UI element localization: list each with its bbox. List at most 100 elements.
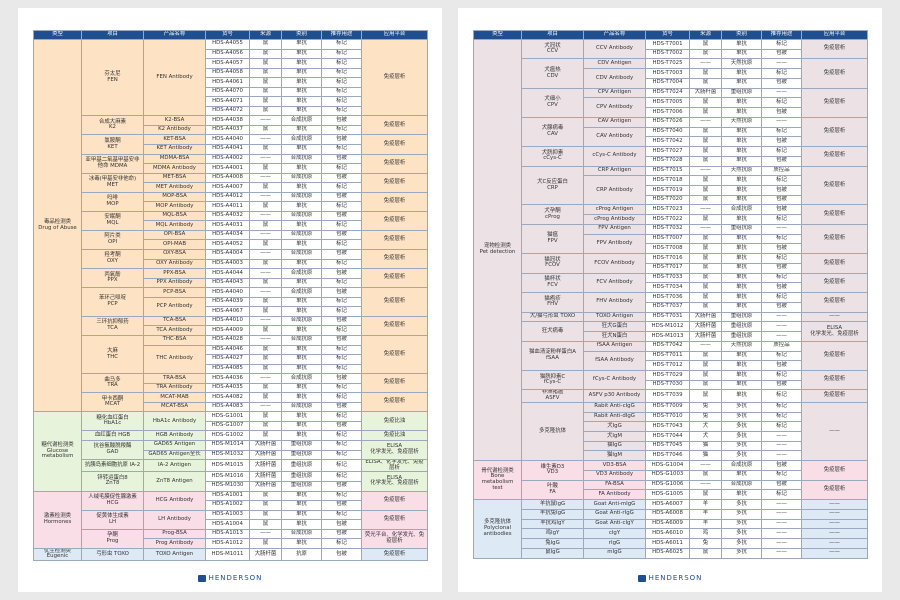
project-cell: 锌转运蛋白8 ZnT8 xyxy=(81,471,144,492)
product-cell: Prog-BSA xyxy=(143,528,206,540)
data-cell: HDS-T7022 xyxy=(645,214,690,225)
product-cell: FA Antibody xyxy=(583,489,646,501)
project-cell: 羊抗鼠IgG xyxy=(521,499,584,510)
data-cell: —— xyxy=(761,116,802,128)
platform-cell: 免疫层析 xyxy=(361,38,428,117)
data-cell: 标记 xyxy=(321,296,362,308)
column-header: 产品名称 xyxy=(583,30,646,40)
data-cell: HDS-A4072 xyxy=(205,105,250,117)
data-cell: 包被 xyxy=(321,172,362,184)
project-cell: 非洲猪瘟 ASFV xyxy=(521,389,584,403)
data-cell: —— xyxy=(761,331,802,342)
data-cell: 鼠 xyxy=(689,77,722,89)
table-row: 骨代谢检测类 Bone metabolism test 维生素D3 VD3 VD3-… xyxy=(473,460,868,501)
data-cell: HDS-T7009 xyxy=(645,401,690,413)
data-cell: —— xyxy=(761,87,802,99)
data-cell: HDS-A4071 xyxy=(205,96,250,107)
data-cell: HDS-T7019 xyxy=(645,185,690,196)
project-cell: 丙氧酚 PPX xyxy=(81,268,144,289)
data-cell: 标记 xyxy=(321,471,362,482)
product-cell: HCG Antibody xyxy=(143,490,206,511)
data-cell: HDS-T7028 xyxy=(645,155,690,167)
table-row: 丙氧酚 PPX PPX-BSA HDS-A4044 —— 合成抗原 包被 免疫层析 xyxy=(34,268,428,289)
data-cell: 鼠 xyxy=(249,430,282,441)
data-cell: 单抗 xyxy=(721,360,762,371)
table-row: HDS-A4057 鼠单抗 标记 xyxy=(34,58,428,69)
data-cell: 包被 xyxy=(321,229,362,241)
data-cell: —— xyxy=(249,268,282,279)
data-cell: 包被 xyxy=(321,480,362,492)
column-header: 应用平台 xyxy=(361,30,428,40)
data-cell: HDS-M1030 xyxy=(205,480,250,492)
product-cell: HGB Antibody xyxy=(143,430,206,441)
data-cell: 兔 xyxy=(689,411,722,423)
platform-cell: 免疫层析 xyxy=(801,340,868,371)
product-table: 类型 项目 产品名称 货号 来源 类别 推荐用途 应用平台 宠物检测类 Pet detectio… xyxy=(473,30,868,559)
data-cell: 单抗 xyxy=(281,490,322,502)
data-cell: 单抗 xyxy=(281,39,322,50)
project-cell: 曲马多 TRA xyxy=(81,373,144,394)
data-cell: 标记 xyxy=(321,144,362,155)
project-cell: 弓形虫 TOXO xyxy=(81,547,144,562)
data-cell: 单抗 xyxy=(281,411,322,422)
data-cell: 包被 xyxy=(321,500,362,511)
data-cell: —— xyxy=(249,229,282,241)
data-cell: 单抗 xyxy=(721,262,762,274)
data-cell: 抗原 xyxy=(281,547,322,562)
data-cell: 鼠 xyxy=(689,146,722,157)
data-cell: 标记 xyxy=(321,538,362,549)
product-cell: FHV Antibody xyxy=(583,292,646,313)
platform-cell: 免疫层析 xyxy=(361,509,428,530)
data-cell: 单抗 xyxy=(281,220,322,231)
data-cell: HDS-A4003 xyxy=(205,258,250,270)
data-cell: 包被 xyxy=(761,136,802,148)
data-cell: HDS-A4034 xyxy=(205,229,250,241)
data-cell: HDS-T7018 xyxy=(645,175,690,187)
data-cell: HDS-T7044 xyxy=(645,430,690,442)
data-cell: 包被 xyxy=(321,315,362,327)
data-cell: 多抗 xyxy=(721,421,762,432)
data-cell: HDS-T7010 xyxy=(645,411,690,423)
data-cell: 包被 xyxy=(761,379,802,391)
product-cell: VD3-BSA xyxy=(583,460,646,471)
data-cell: HDS-A4004 xyxy=(205,249,250,260)
data-cell: 包被 xyxy=(321,420,362,432)
data-cell: 兔 xyxy=(689,538,722,549)
table-row: 犬瘟热 CDV CDV Antigen HDS-T7025 —— 天然抗原 —— 免疫层析 xyxy=(474,58,868,89)
data-cell: 单抗 xyxy=(721,77,762,89)
column-header: 项目 xyxy=(81,30,144,40)
platform-cell: 免疫层析 xyxy=(361,191,428,212)
data-cell: HDS-T7016 xyxy=(645,253,690,264)
data-cell: —— xyxy=(761,508,802,520)
project-cell: 苯环己哌啶 PCP xyxy=(81,287,144,317)
brand-name: HENDERSON xyxy=(648,574,703,582)
data-cell: —— xyxy=(249,172,282,184)
data-cell: 包被 xyxy=(321,401,362,413)
project-cell: 犬孕酮 cProg xyxy=(521,204,584,225)
category-cell: 宠物检测类 Pet detection xyxy=(473,38,522,462)
project-cell: 狂犬病毒 xyxy=(521,321,584,342)
table-row: PCP Antibody HDS-A4039 鼠单抗 标记 xyxy=(34,296,428,317)
data-cell: 单抗 xyxy=(281,163,322,174)
table-row: 猫血清淀粉样蛋白A fSAA fSAA Antigen HDS-T7042 —— 天然抗… xyxy=(474,340,868,371)
product-cell: CDV Antibody xyxy=(583,68,646,89)
table-row: HDS-T7020 鼠单抗 包被 xyxy=(474,194,868,206)
data-cell: 鼠 xyxy=(249,182,282,193)
data-cell: HDS-T7037 xyxy=(645,301,690,313)
project-cell: 羊抗兔IgG xyxy=(521,508,584,520)
data-cell: 单抗 xyxy=(721,292,762,303)
data-cell: 鼠 xyxy=(249,519,282,530)
column-header: 应用平台 xyxy=(801,30,868,40)
data-cell: 鼠 xyxy=(249,490,282,502)
data-cell: HDS-G1005 xyxy=(645,489,690,501)
product-cell: MDMA-BSA xyxy=(143,153,206,165)
data-cell: HDS-T7046 xyxy=(645,450,690,462)
data-cell: 重组抗原 xyxy=(281,439,322,451)
table-row: HDS-A4072 鼠单抗 标记 xyxy=(34,105,428,117)
product-cell: IA-2 Antigen xyxy=(143,459,206,473)
product-cell: GAD65 Antigen xyxy=(143,439,206,451)
data-cell: 单抗 xyxy=(721,214,762,225)
data-cell: HDS-A6008 xyxy=(645,508,690,520)
platform-cell: 免疫层析 xyxy=(361,373,428,394)
product-cell: OXY Antibody xyxy=(143,258,206,270)
